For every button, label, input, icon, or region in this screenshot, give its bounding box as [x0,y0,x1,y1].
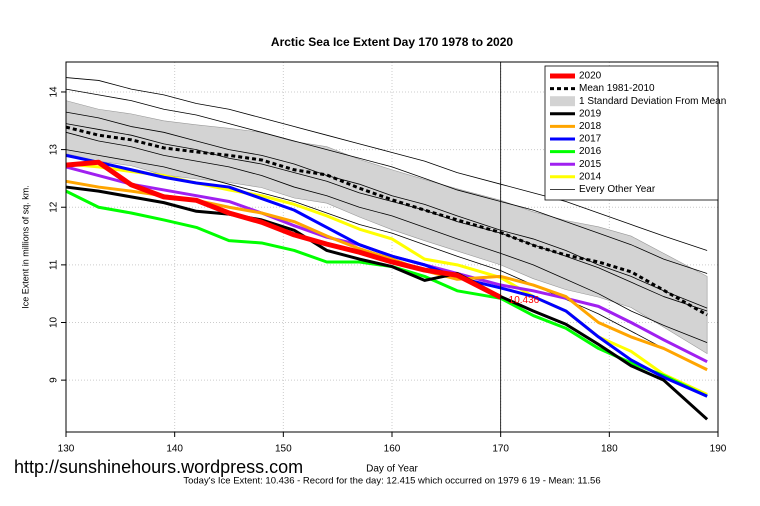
other-year-line [65,111,708,309]
footnote: Today's Ice Extent: 10.436 - Record for … [183,476,600,487]
legend-label: 2020 [579,71,602,82]
year-line [65,153,708,398]
annotation: 10.436 [509,295,540,306]
x-tick-label: 170 [492,444,509,455]
legend-label: Mean 1981-2010 [579,83,655,94]
legend-label: 2018 [579,121,602,132]
y-tick-label: 10 [49,316,60,328]
legend-label: 1 Standard Deviation From Mean [579,96,726,107]
y-tick-label: 14 [49,86,60,98]
x-axis-label: Day of Year [366,464,418,475]
x-tick-label: 130 [58,444,75,455]
legend-label: Every Other Year [579,184,656,195]
legend-label: 2017 [579,134,602,145]
y-axis-label: Ice Extent in millions of sq. km. [20,185,30,309]
other-year-line [65,77,708,251]
watermark: http://sunshinehours.wordpress.com [14,457,303,477]
y-tick-label: 13 [49,144,60,156]
x-tick-label: 180 [601,444,618,455]
other-year-line [65,131,708,344]
legend-swatch [550,96,575,107]
legend-label: 2019 [579,108,602,119]
legend-label: 2016 [579,146,602,157]
current-year-line [65,159,502,300]
chart-title: Arctic Sea Ice Extent Day 170 1978 to 20… [271,35,513,49]
x-tick-label: 160 [384,444,401,455]
y-tick-label: 9 [49,377,60,383]
x-tick-label: 190 [710,444,727,455]
x-tick-label: 150 [275,444,292,455]
other-year-line [65,88,708,274]
year-line [65,185,709,421]
other-year-line [65,149,708,369]
other-year-line [65,123,708,312]
y-tick-label: 11 [49,259,60,270]
y-tick-label: 12 [49,201,60,213]
x-tick-label: 140 [166,444,183,455]
mean-line [65,125,708,317]
plot-frame [65,61,719,433]
legend-label: 2014 [579,171,602,182]
legend-label: 2015 [579,159,602,170]
